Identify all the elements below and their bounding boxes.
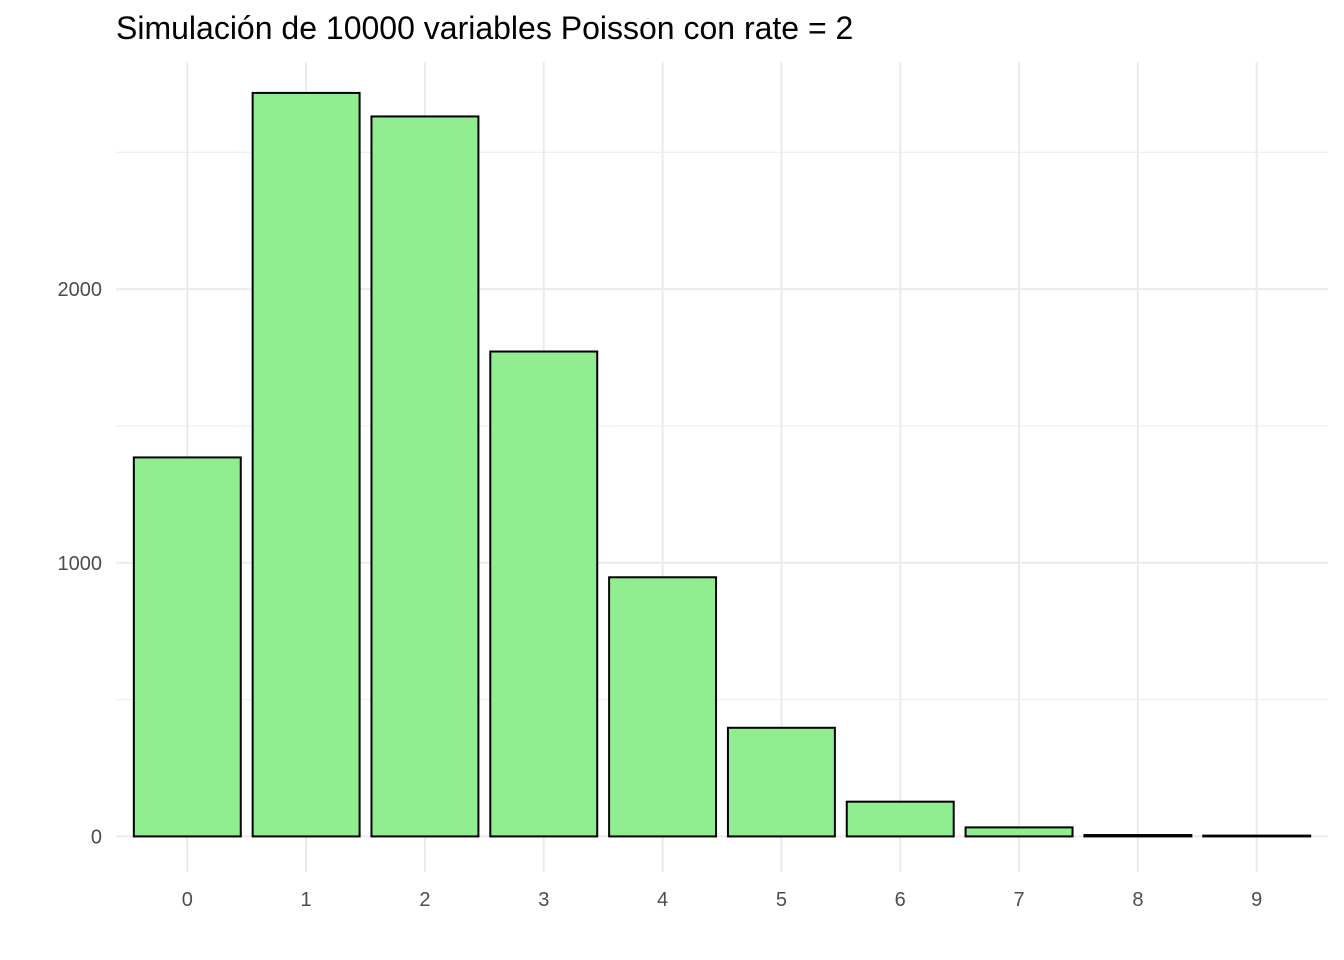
x-tick-label: 3 (538, 889, 549, 911)
x-tick-label: 4 (657, 889, 668, 911)
x-tick-label: 8 (1132, 889, 1143, 911)
y-tick-label: 0 (91, 826, 102, 848)
bar-6 (845, 800, 955, 838)
y-axis: 0 1000 2000 (58, 279, 103, 848)
x-tick-label: 1 (301, 889, 312, 911)
x-tick-label: 0 (182, 889, 193, 911)
bar-4 (608, 576, 718, 838)
x-tick-label: 2 (419, 889, 430, 911)
y-tick-label: 2000 (58, 279, 103, 301)
bar-1 (251, 91, 361, 838)
bar-8 (1083, 834, 1193, 838)
bar-2 (370, 115, 480, 838)
bar-9 (1202, 834, 1312, 838)
x-tick-label: 6 (895, 889, 906, 911)
bar-0 (132, 456, 242, 838)
bar-7 (964, 826, 1074, 838)
bar-3 (489, 350, 599, 838)
bar-layer (132, 91, 1312, 838)
x-tick-label: 9 (1251, 889, 1262, 911)
x-tick-label: 7 (1013, 889, 1024, 911)
bar-5 (726, 726, 836, 838)
x-axis: 0 1 2 3 4 5 6 7 8 9 (182, 889, 1263, 911)
x-tick-label: 5 (776, 889, 787, 911)
chart-title: Simulación de 10000 variables Poisson co… (116, 10, 854, 46)
y-tick-label: 1000 (58, 553, 103, 575)
